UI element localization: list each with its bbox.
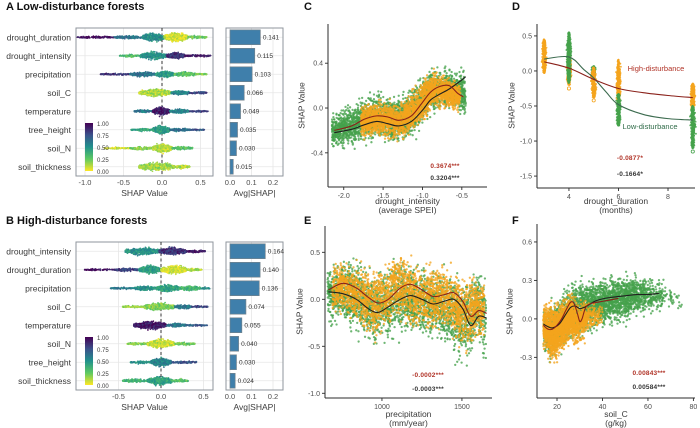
panel-e-slope-high-disturbance: -0.0002*** — [412, 372, 444, 379]
panel-c-slope-high-disturbance: 0.3674*** — [430, 163, 460, 170]
panel-f-slope-low-disturbance: 0.00584*** — [632, 384, 666, 391]
panel-f-xaxis-label-line1: soil_C — [604, 409, 628, 419]
panel-d-xaxis-label-line2: (months) — [599, 205, 633, 215]
panel-e-precipitation: E SHAP Value precipitation (mm/year) -0.… — [295, 214, 495, 428]
panel-e-xaxis-label-line1: precipitation — [385, 409, 432, 419]
panel-e-scatter-canvas — [295, 214, 495, 428]
panel-a-xaxis-label: SHAP Value — [121, 188, 168, 198]
panel-b-high-disturbance: B High-disturbance forests SHAP Value Av… — [0, 214, 295, 428]
panel-d-drought-duration: D SHAP Value drought_duration (months) H… — [495, 0, 700, 215]
panel-d-low-disturbance-label: Low-disturbance — [622, 122, 678, 131]
panel-c-letter: C — [304, 1, 312, 13]
panel-a-beeswarm-canvas — [0, 0, 295, 214]
panel-b-title: B High-disturbance forests — [6, 215, 148, 227]
panel-d-high-disturbance-label: High-disturbance — [627, 64, 685, 73]
panel-f-soil-c: F SHAP Value soil_C (g/kg) 0.00843*** 0.… — [495, 214, 700, 428]
panel-e-slope-low-disturbance: -0.0003*** — [412, 386, 444, 393]
panel-f-scatter-canvas — [495, 214, 700, 428]
panel-e-xaxis-label-line2: (mm/year) — [389, 418, 428, 428]
panel-c-xaxis-label-line1: drought_intensity — [375, 196, 440, 206]
panel-d-yaxis-label: SHAP Value — [506, 82, 517, 129]
panel-b-bar-xaxis-label: Avg|SHAP| — [233, 402, 276, 412]
panel-e-letter: E — [304, 215, 312, 227]
panel-c-xaxis-label-line2: (average SPEI) — [378, 205, 437, 215]
panel-c-drought-intensity: C SHAP Value drought_intensity (average … — [295, 0, 495, 215]
panel-c-slope-low-disturbance: 0.3204*** — [430, 175, 460, 182]
panel-f-xaxis-label-line2: (g/kg) — [605, 418, 627, 428]
panel-a-bar-xaxis-label: Avg|SHAP| — [233, 188, 276, 198]
panel-f-slope-high-disturbance: 0.00843*** — [632, 370, 666, 377]
panel-d-slope-high-disturbance: -0.0877* — [616, 155, 644, 162]
panel-d-xaxis-label-line1: drought_duration — [583, 196, 649, 206]
panel-d-letter: D — [512, 1, 520, 13]
panel-b-beeswarm-canvas — [0, 214, 295, 428]
panel-f-yaxis-label: SHAP Value — [504, 288, 515, 335]
panel-d-strip-canvas — [495, 0, 700, 214]
panel-b-xaxis-label: SHAP Value — [121, 402, 168, 412]
panel-c-scatter-canvas — [295, 0, 495, 214]
panel-a-low-disturbance: A Low-disturbance forests SHAP Value Avg… — [0, 0, 295, 214]
panel-d-slope-low-disturbance: -0.1664* — [616, 171, 644, 178]
panel-c-yaxis-label: SHAP Value — [296, 82, 307, 129]
panel-e-yaxis-label: SHAP Value — [294, 288, 305, 335]
panel-a-title: A Low-disturbance forests — [6, 1, 145, 13]
panel-f-letter: F — [512, 215, 519, 227]
